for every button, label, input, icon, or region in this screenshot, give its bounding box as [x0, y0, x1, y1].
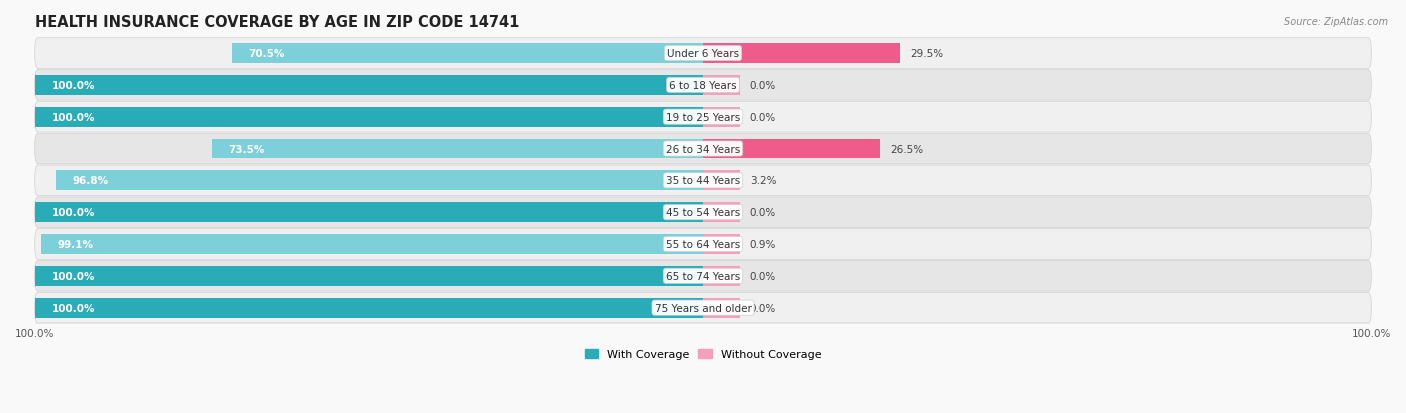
Text: 99.1%: 99.1% — [58, 240, 93, 249]
Text: 96.8%: 96.8% — [73, 176, 108, 186]
Text: 100.0%: 100.0% — [52, 112, 94, 122]
Text: 70.5%: 70.5% — [249, 49, 285, 59]
Bar — [35, 298, 703, 318]
Text: Under 6 Years: Under 6 Years — [666, 49, 740, 59]
Text: 0.0%: 0.0% — [749, 303, 776, 313]
Bar — [56, 171, 703, 191]
FancyBboxPatch shape — [35, 102, 1371, 133]
Bar — [41, 235, 703, 254]
Text: 73.5%: 73.5% — [229, 144, 264, 154]
Text: 19 to 25 Years: 19 to 25 Years — [666, 112, 740, 122]
Bar — [703, 139, 880, 159]
FancyBboxPatch shape — [35, 229, 1371, 260]
Bar — [703, 44, 900, 64]
Text: 0.0%: 0.0% — [749, 112, 776, 122]
Bar — [35, 107, 703, 127]
Text: 0.9%: 0.9% — [749, 240, 776, 249]
Bar — [35, 76, 703, 95]
Bar — [703, 107, 740, 127]
Text: 100.0%: 100.0% — [52, 208, 94, 218]
Text: 26.5%: 26.5% — [890, 144, 924, 154]
Text: 65 to 74 Years: 65 to 74 Years — [666, 271, 740, 281]
Bar — [35, 266, 703, 286]
FancyBboxPatch shape — [35, 261, 1371, 292]
Bar — [703, 203, 740, 223]
Bar — [35, 203, 703, 223]
Text: 0.0%: 0.0% — [749, 271, 776, 281]
FancyBboxPatch shape — [35, 166, 1371, 196]
Text: 0.0%: 0.0% — [749, 208, 776, 218]
Text: 100.0%: 100.0% — [52, 81, 94, 90]
Bar — [703, 76, 740, 95]
Text: 55 to 64 Years: 55 to 64 Years — [666, 240, 740, 249]
Legend: With Coverage, Without Coverage: With Coverage, Without Coverage — [581, 345, 825, 364]
Text: Source: ZipAtlas.com: Source: ZipAtlas.com — [1284, 17, 1388, 26]
Text: 100.0%: 100.0% — [52, 271, 94, 281]
Text: 0.0%: 0.0% — [749, 81, 776, 90]
Bar — [703, 171, 740, 191]
Text: 3.2%: 3.2% — [749, 176, 776, 186]
FancyBboxPatch shape — [35, 293, 1371, 323]
FancyBboxPatch shape — [35, 197, 1371, 228]
FancyBboxPatch shape — [35, 70, 1371, 101]
Bar — [703, 266, 740, 286]
Text: HEALTH INSURANCE COVERAGE BY AGE IN ZIP CODE 14741: HEALTH INSURANCE COVERAGE BY AGE IN ZIP … — [35, 15, 519, 30]
FancyBboxPatch shape — [35, 134, 1371, 164]
FancyBboxPatch shape — [35, 39, 1371, 69]
Text: 29.5%: 29.5% — [910, 49, 943, 59]
Text: 75 Years and older: 75 Years and older — [655, 303, 751, 313]
Text: 6 to 18 Years: 6 to 18 Years — [669, 81, 737, 90]
Text: 100.0%: 100.0% — [52, 303, 94, 313]
Bar — [703, 235, 740, 254]
Text: 35 to 44 Years: 35 to 44 Years — [666, 176, 740, 186]
Bar — [703, 298, 740, 318]
Bar — [212, 139, 703, 159]
Text: 45 to 54 Years: 45 to 54 Years — [666, 208, 740, 218]
Text: 26 to 34 Years: 26 to 34 Years — [666, 144, 740, 154]
Bar — [232, 44, 703, 64]
